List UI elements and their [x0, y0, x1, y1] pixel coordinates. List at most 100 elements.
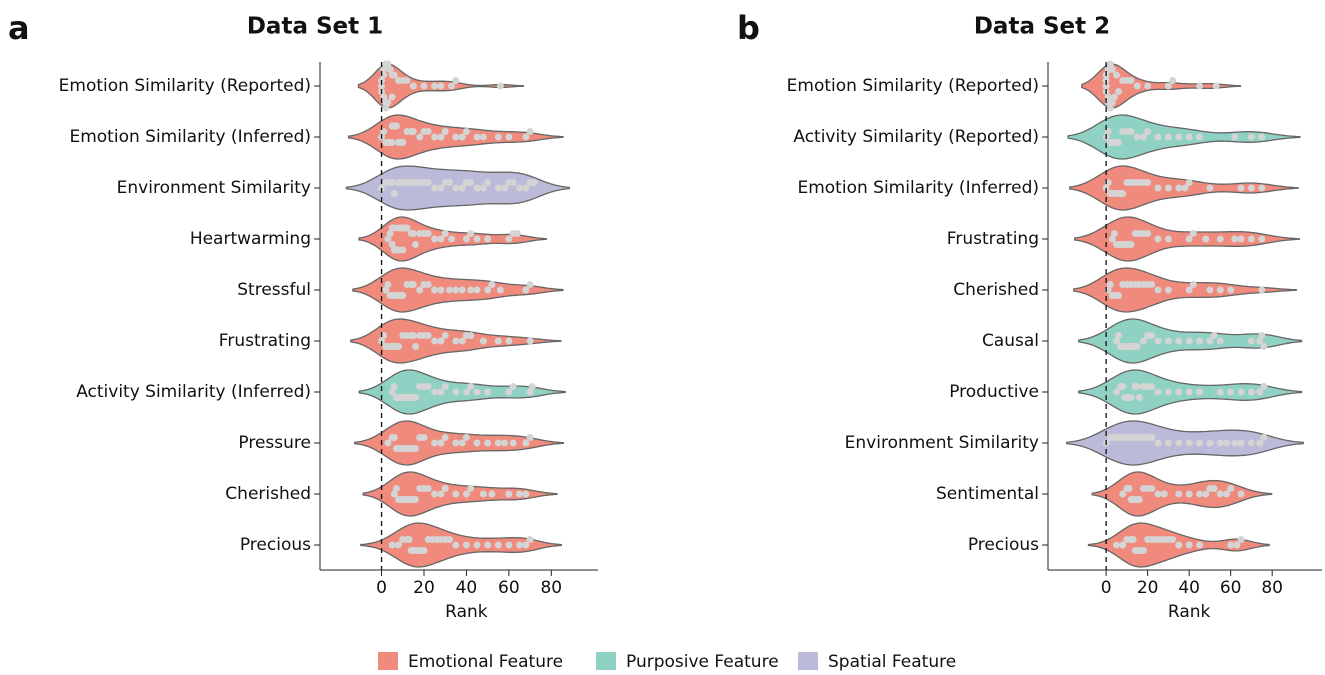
data-point	[388, 388, 396, 396]
data-point	[1216, 286, 1224, 294]
x-tick-label: 60	[498, 578, 520, 598]
data-point	[1164, 439, 1172, 447]
data-point	[1258, 286, 1266, 294]
data-point	[484, 439, 492, 447]
data-point	[1154, 184, 1162, 192]
data-point	[1154, 388, 1162, 396]
data-point	[1237, 536, 1245, 543]
data-point	[526, 281, 534, 288]
violin	[1066, 420, 1304, 466]
data-point	[473, 439, 481, 447]
data-point	[1260, 383, 1268, 390]
data-point	[395, 343, 403, 350]
data-point	[1175, 184, 1183, 192]
y-tick-label: Environment Similarity	[117, 178, 311, 198]
data-point	[1154, 235, 1162, 243]
data-point	[1223, 490, 1231, 498]
data-point	[1258, 133, 1266, 141]
data-point	[1216, 388, 1224, 396]
data-point	[462, 388, 470, 396]
data-point	[1185, 388, 1193, 396]
data-point	[522, 439, 530, 447]
data-point	[526, 128, 534, 135]
data-point	[1227, 541, 1235, 549]
x-tick-label: 20	[1137, 578, 1159, 598]
data-point	[528, 383, 536, 390]
data-point	[431, 388, 439, 396]
data-point	[1154, 439, 1162, 447]
data-point	[424, 332, 432, 339]
data-point	[445, 286, 453, 294]
data-point	[1206, 439, 1214, 447]
data-point	[1154, 337, 1162, 345]
data-point	[522, 541, 530, 549]
data-point	[473, 235, 481, 243]
data-point	[399, 139, 407, 146]
data-point	[1237, 388, 1245, 396]
data-point	[1196, 541, 1204, 549]
y-tick-label: Precious	[240, 535, 311, 555]
data-point	[515, 490, 523, 498]
data-point	[505, 337, 513, 345]
y-tick-label: Pressure	[238, 433, 311, 453]
chart-title: Data Set 1	[247, 14, 383, 40]
data-point	[522, 184, 530, 192]
data-point	[437, 388, 445, 396]
data-point	[505, 490, 513, 498]
data-point	[1119, 190, 1127, 197]
data-point	[411, 241, 419, 248]
data-point	[441, 230, 449, 237]
y-tick-label: Frustrating	[947, 229, 1039, 249]
data-point	[420, 434, 428, 441]
data-point	[458, 133, 466, 141]
data-point	[431, 133, 439, 141]
violin	[358, 369, 566, 415]
data-point	[494, 133, 502, 141]
data-point	[526, 434, 534, 441]
data-point	[1108, 235, 1116, 243]
data-point	[1110, 230, 1118, 237]
data-point	[467, 332, 475, 339]
data-point	[1113, 71, 1120, 79]
data-point	[1115, 292, 1123, 299]
data-point	[494, 337, 502, 345]
data-point	[452, 388, 460, 396]
data-point	[1196, 133, 1204, 141]
data-point	[1216, 490, 1224, 498]
data-point	[1139, 337, 1147, 345]
y-tick-label: Productive	[949, 382, 1039, 402]
data-point	[479, 184, 487, 192]
data-point	[390, 383, 398, 390]
legend-swatch	[596, 652, 616, 670]
violin	[1081, 63, 1242, 109]
data-point	[1133, 82, 1141, 90]
data-point	[403, 224, 411, 232]
data-point	[1127, 77, 1135, 84]
y-tick-label: Cherished	[953, 280, 1039, 300]
data-point	[1113, 541, 1120, 549]
violin	[362, 471, 558, 517]
data-point	[1231, 235, 1239, 243]
data-point	[488, 281, 496, 288]
data-point	[409, 332, 417, 339]
data-point	[509, 383, 517, 390]
data-point	[1154, 490, 1162, 498]
data-point	[437, 82, 445, 90]
data-point	[390, 190, 398, 197]
data-point	[382, 104, 390, 112]
data-point	[473, 286, 481, 294]
data-point	[479, 337, 487, 345]
legend-label: Emotional Feature	[408, 652, 563, 672]
data-point	[392, 122, 400, 130]
y-tick-label: Stressful	[237, 280, 311, 300]
data-point	[388, 139, 396, 146]
data-point	[445, 536, 453, 543]
data-point	[1256, 337, 1264, 345]
data-point	[390, 434, 398, 441]
data-point	[1258, 332, 1266, 339]
data-point	[1185, 179, 1193, 186]
data-point	[496, 82, 504, 90]
data-point	[1127, 128, 1135, 135]
y-tick-label: Emotion Similarity (Inferred)	[69, 127, 311, 147]
